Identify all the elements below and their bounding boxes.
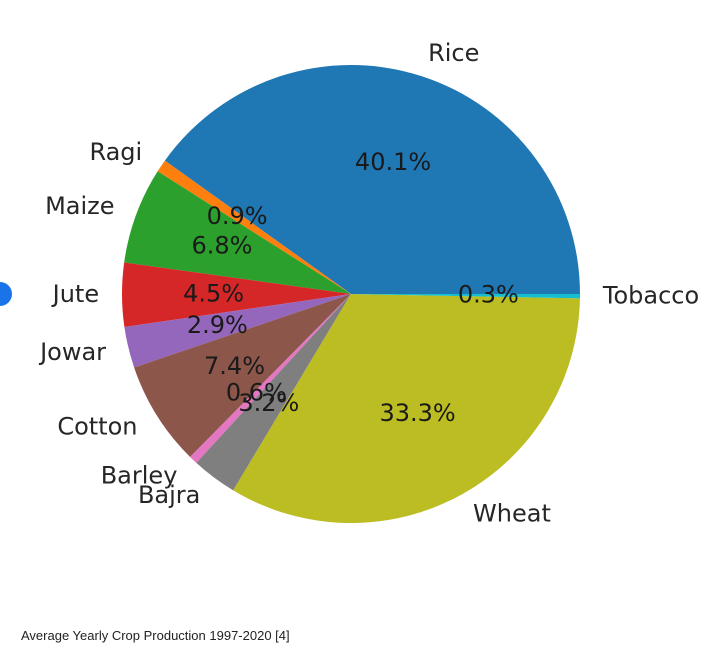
- pie-slice-barley: [190, 294, 351, 463]
- slice-pct-cotton: 7.4%: [204, 352, 265, 380]
- pie-slice-maize: [124, 171, 352, 294]
- pie-slice-tobacco: [351, 294, 580, 299]
- slice-label-tobacco: Tobacco: [602, 281, 699, 309]
- slice-pct-barley: 0.6%: [226, 379, 287, 407]
- pie-slice-cotton: [134, 294, 351, 457]
- slice-label-maize: Maize: [45, 192, 114, 220]
- slice-label-jute: Jute: [51, 280, 99, 308]
- slice-label-ragi: Ragi: [89, 138, 142, 166]
- slice-pct-bajra: 3.2%: [238, 389, 299, 417]
- slice-label-bajra: Bajra: [138, 481, 200, 509]
- slice-pct-wheat: 33.3%: [379, 399, 455, 427]
- slice-pct-rice: 40.1%: [355, 148, 431, 176]
- chart-caption: Average Yearly Crop Production 1997-2020…: [21, 628, 290, 643]
- slice-label-barley: Barley: [101, 462, 178, 490]
- pie-slice-rice: [164, 65, 580, 294]
- pie-slice-wheat: [233, 294, 580, 523]
- slice-label-wheat: Wheat: [473, 499, 551, 527]
- marker-dot: [0, 282, 12, 306]
- slice-label-rice: Rice: [428, 39, 479, 67]
- pie-slice-ragi: [157, 160, 351, 294]
- slice-pct-maize: 6.8%: [192, 232, 253, 260]
- slice-pct-tobacco: 0.3%: [458, 280, 519, 308]
- slice-pct-ragi: 0.9%: [207, 202, 268, 230]
- slice-pct-jowar: 2.9%: [187, 311, 248, 339]
- pie-slice-jowar: [124, 294, 351, 368]
- pie-slice-jute: [121, 262, 351, 327]
- pie-slice-bajra: [196, 294, 351, 491]
- slice-pct-jute: 4.5%: [183, 279, 244, 307]
- slice-label-cotton: Cotton: [57, 413, 137, 441]
- slice-label-jowar: Jowar: [38, 338, 106, 366]
